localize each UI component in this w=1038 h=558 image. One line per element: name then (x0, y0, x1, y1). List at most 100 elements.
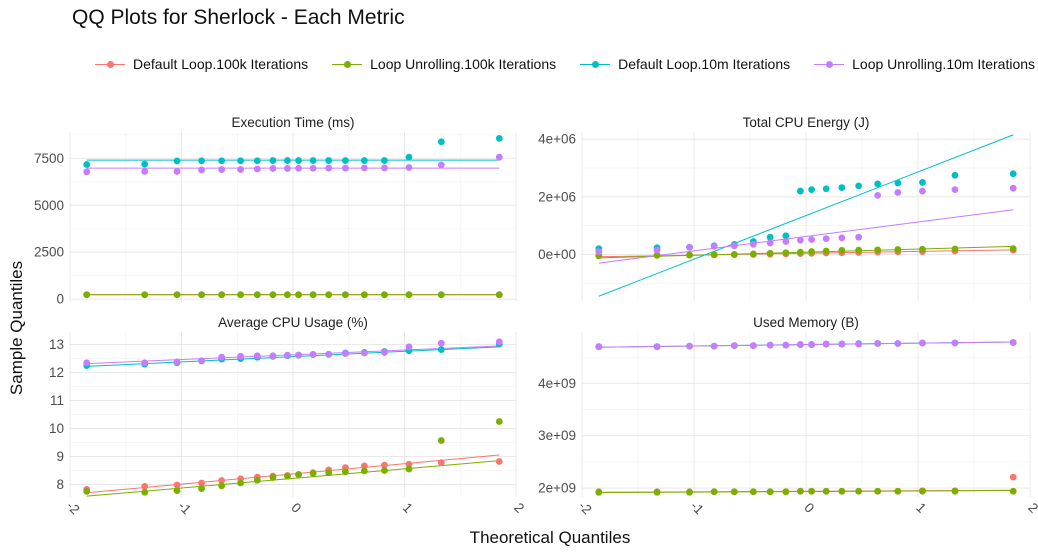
x-tick-label: 0 (288, 500, 304, 516)
qq-point (253, 157, 261, 165)
chart-title: QQ Plots for Sherlock - Each Metric (72, 6, 405, 29)
qq-point (295, 471, 302, 479)
qq-point (919, 179, 926, 186)
facet-title: Average CPU Usage (%) (218, 315, 368, 330)
facet-title: Execution Time (ms) (231, 115, 354, 130)
qq-point (766, 341, 774, 349)
qq-point (309, 164, 317, 172)
qq-point (237, 479, 244, 487)
qq-point (874, 180, 882, 188)
qq-point (295, 291, 302, 299)
qq-point (894, 179, 902, 187)
qq-reference-line (598, 134, 1014, 297)
qq-point (495, 418, 503, 425)
qq-point (360, 462, 368, 470)
qq-point (797, 487, 804, 495)
qq-point (198, 485, 205, 493)
qq-point (141, 359, 149, 367)
qq-point (919, 187, 926, 195)
qq-point (710, 251, 718, 259)
qq-point (749, 488, 757, 496)
legend-key-icon (580, 58, 611, 70)
qq-point (253, 476, 261, 484)
qq-point (360, 467, 368, 475)
qq-point (437, 339, 445, 347)
qq-point (253, 291, 261, 299)
x-tick-label: -1 (688, 498, 707, 517)
qq-point (253, 165, 261, 173)
y-tick-label: 2e+09 (538, 481, 576, 496)
qq-point (838, 340, 846, 348)
qq-point (855, 182, 863, 190)
qq-point (237, 352, 244, 360)
qq-point (822, 185, 830, 193)
qq-point (766, 488, 774, 496)
qq-point (405, 460, 413, 468)
qq-point (730, 342, 738, 350)
qq-point (381, 164, 388, 172)
y-tick-label: 8 (56, 477, 64, 492)
qq-point (218, 482, 226, 490)
qq-point (822, 487, 830, 495)
qq-point (495, 338, 503, 346)
qq-reference-line (86, 454, 500, 494)
qq-point (808, 487, 815, 495)
x-tick-label: 2 (511, 500, 527, 516)
qq-point (919, 487, 926, 495)
facet-title: Used Memory (B) (753, 315, 859, 330)
qq-point (894, 340, 902, 347)
qq-point (141, 482, 149, 490)
qq-point (360, 164, 368, 172)
qq-point (342, 468, 349, 476)
qq-point (405, 343, 413, 351)
x-tick-label: -1 (175, 498, 194, 517)
qq-point (797, 248, 804, 256)
qq-reference-line (598, 341, 1014, 348)
qq-point (295, 351, 302, 359)
y-tick-label: 0e+00 (538, 247, 576, 262)
qq-point (198, 166, 205, 174)
qq-reference-line (86, 346, 500, 367)
qq-point (325, 164, 333, 172)
qq-point (309, 469, 317, 477)
qq-point (437, 437, 445, 444)
legend-label: Loop Unrolling.10m Iterations (852, 56, 1036, 72)
qq-point (595, 343, 603, 351)
qq-point (405, 465, 413, 473)
qq-point (295, 164, 302, 172)
x-tick-label: 1 (400, 500, 416, 516)
qq-point (710, 242, 718, 250)
y-tick-label: 0 (56, 292, 64, 307)
qq-point (951, 487, 959, 495)
qq-point (1009, 473, 1017, 481)
facet-title: Total CPU Energy (J) (743, 115, 870, 130)
qq-point (1009, 245, 1017, 253)
qq-point (405, 164, 413, 171)
qq-point (83, 488, 91, 495)
qq-point (83, 359, 91, 367)
qq-reference-line (598, 489, 1014, 494)
qq-point (325, 157, 333, 164)
x-tick-label: 1 (913, 500, 929, 516)
qq-point (173, 487, 181, 494)
qq-point (309, 291, 317, 299)
qq-point (951, 186, 959, 194)
qq-point (951, 245, 959, 253)
y-tick-label: 5000 (34, 198, 64, 213)
qq-point (766, 233, 774, 241)
qq-point (686, 488, 693, 496)
qq-point (782, 232, 790, 240)
qq-point (360, 157, 368, 164)
qq-point (855, 246, 863, 254)
legend-item: Loop Unrolling.100k Iterations (332, 56, 556, 72)
x-axis-title: Theoretical Quantiles (469, 528, 631, 547)
qq-point (730, 242, 738, 250)
qq-point (284, 157, 291, 164)
qq-point (855, 233, 863, 241)
legend-label: Loop Unrolling.100k Iterations (370, 56, 557, 72)
qq-point (381, 291, 388, 299)
qq-point (808, 236, 815, 243)
qq-point (1009, 184, 1017, 192)
